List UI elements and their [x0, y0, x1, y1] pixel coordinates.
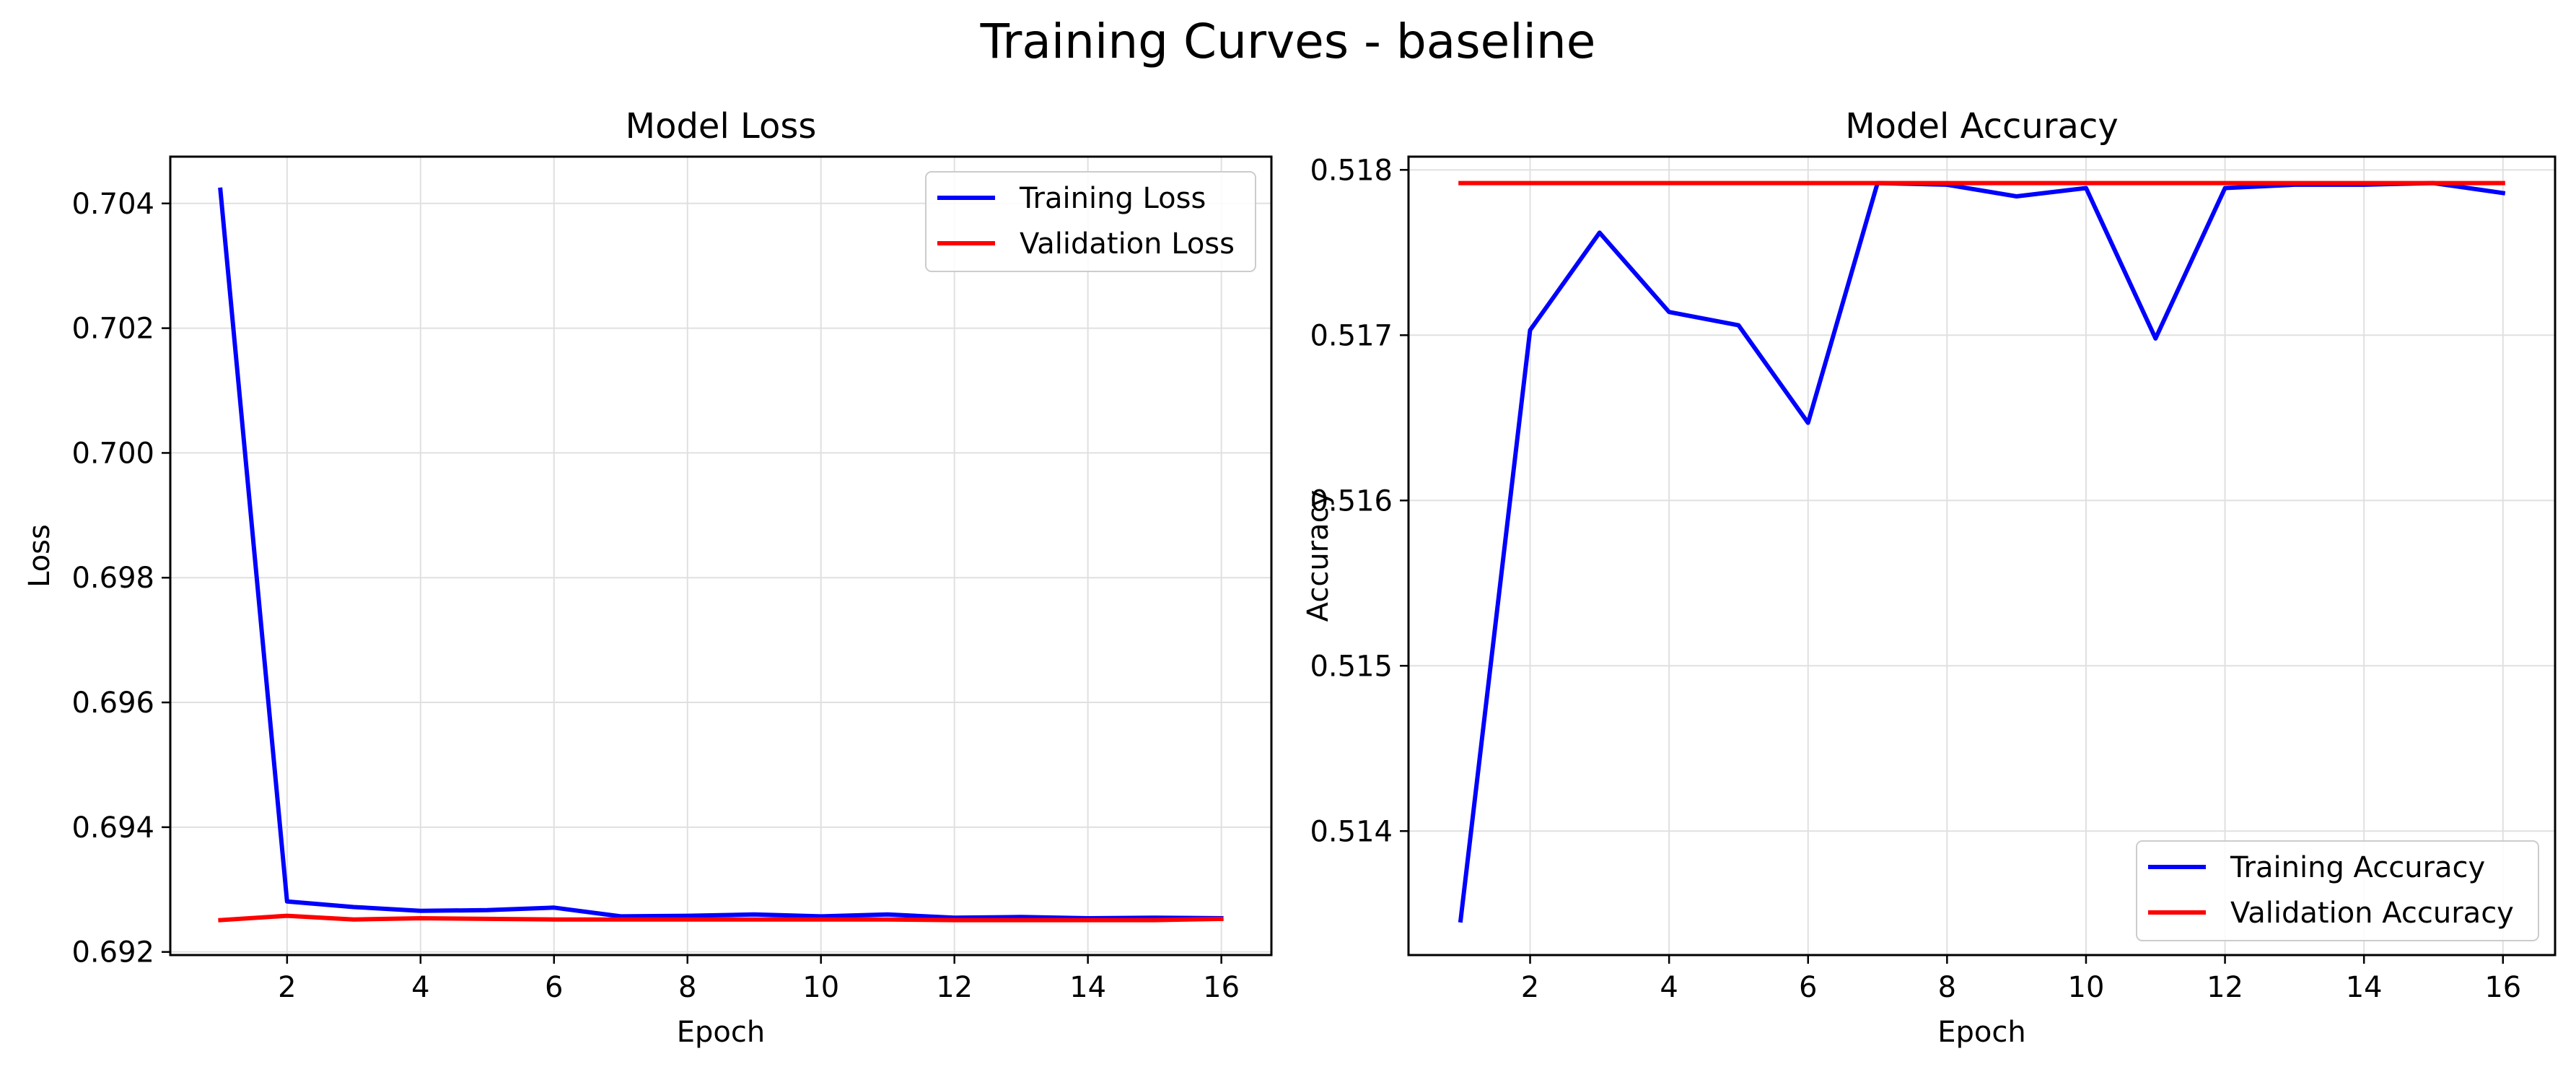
x-tick-label: 2	[278, 971, 296, 1004]
x-tick-label: 16	[1203, 971, 1240, 1004]
legend-label: Validation Accuracy	[2230, 897, 2514, 930]
y-tick-label: 0.692	[71, 936, 154, 969]
figure-title: Training Curves - baseline	[980, 14, 1596, 69]
x-axis-label: Epoch	[1937, 1016, 2025, 1049]
x-tick-label: 8	[678, 971, 696, 1004]
legend-label: Training Accuracy	[2230, 851, 2485, 884]
axes-frame	[1407, 155, 2557, 956]
y-tick-label: 0.704	[71, 188, 154, 221]
x-tick-label: 6	[545, 971, 563, 1004]
legend-box	[2136, 840, 2539, 941]
chart-panel-2: 2 4 6 8 10 12 14 16 0.514 0.515 0.516 0.517 0.518 Mod…	[1302, 106, 2557, 1049]
axes-title: Model Accuracy	[1845, 106, 2119, 147]
chart-panel-1: 2 4 6 8 10 12 14 16 0.692 0.694 0.696 0.698 0.700 0.7…	[23, 106, 1273, 1049]
y-tick-label: 0.702	[71, 313, 154, 346]
x-tick-label: 4	[411, 971, 429, 1004]
y-tick-label: 0.694	[71, 811, 154, 845]
y-tick-label: 0.518	[1310, 154, 1393, 187]
y-tick-label: 0.698	[71, 562, 154, 595]
plot-area	[1409, 157, 2555, 955]
x-axis-label: Epoch	[677, 1016, 765, 1049]
x-tick-label: 14	[1069, 971, 1106, 1004]
legend-label: Validation Loss	[1020, 227, 1235, 261]
y-tick-label: 0.700	[71, 437, 154, 470]
series-line	[218, 913, 1224, 923]
axes-frame	[169, 155, 1273, 956]
y-axis-label: Loss	[23, 524, 56, 588]
y-tick-label: 0.515	[1310, 650, 1393, 683]
x-tick-label: 2	[1521, 971, 1539, 1004]
y-axis-label: Accuracy	[1302, 490, 1335, 622]
axes-title: Model Loss	[626, 106, 817, 147]
legend-box	[925, 171, 1256, 272]
x-tick-label: 4	[1660, 971, 1678, 1004]
x-tick-label: 12	[936, 971, 973, 1004]
legend: Training Accuracy Validation Accuracy	[2136, 840, 2539, 941]
x-tick-label: 12	[2207, 971, 2243, 1004]
x-tick-label: 6	[1799, 971, 1817, 1004]
x-tick-label: 10	[802, 971, 839, 1004]
y-tick-label: 0.514	[1310, 815, 1393, 848]
plot-area	[170, 157, 1271, 955]
y-tick-label: 0.517	[1310, 319, 1393, 352]
legend-label: Training Loss	[1019, 182, 1206, 215]
x-tick-label: 8	[1938, 971, 1956, 1004]
series-line	[218, 187, 1224, 921]
y-tick-label: 0.696	[71, 687, 154, 720]
x-tick-label: 14	[2346, 971, 2383, 1004]
y-tick-label: 0.516	[1310, 484, 1393, 518]
legend: Training Loss Validation Loss	[925, 171, 1256, 272]
x-tick-label: 10	[2068, 971, 2105, 1004]
x-tick-label: 16	[2484, 971, 2521, 1004]
